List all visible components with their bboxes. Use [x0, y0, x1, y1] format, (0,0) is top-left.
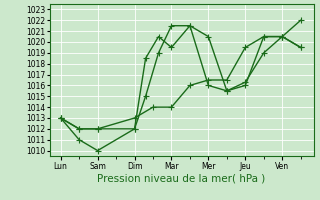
X-axis label: Pression niveau de la mer( hPa ): Pression niveau de la mer( hPa )	[98, 173, 266, 183]
